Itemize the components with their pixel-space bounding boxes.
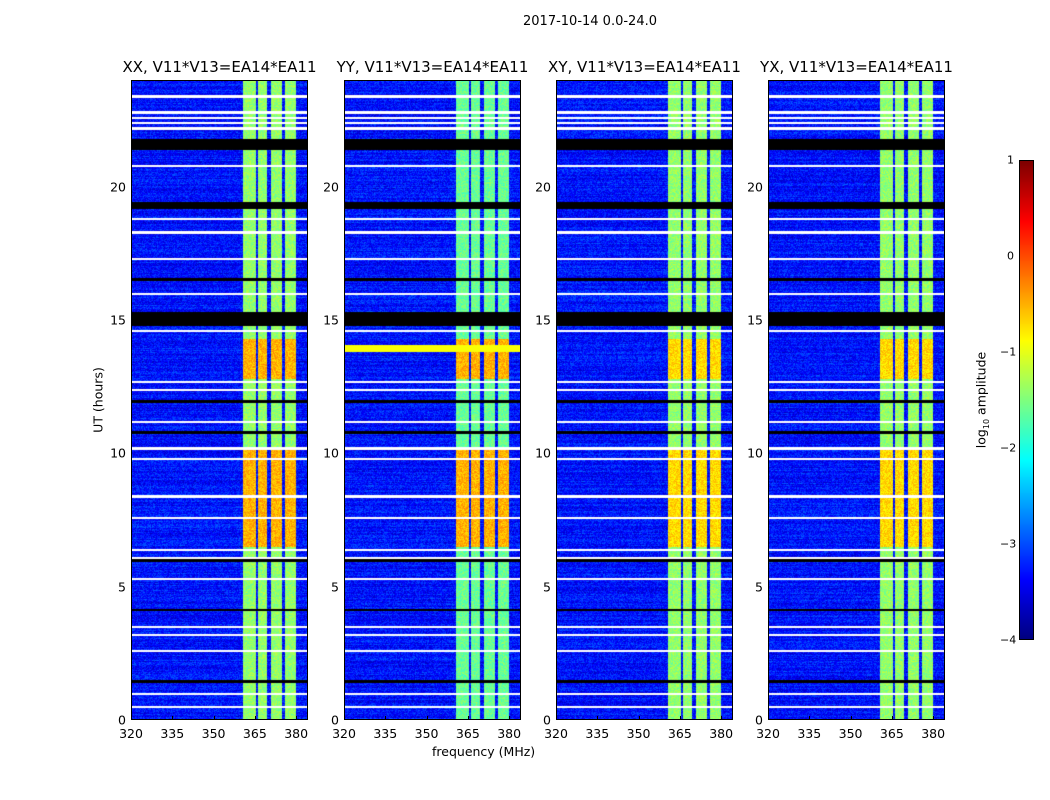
figure-title: 2017-10-14 0.0-24.0 <box>523 14 657 29</box>
colorbar-tick-label: 1 <box>1007 153 1014 167</box>
y-tick-label: 10 <box>747 445 763 461</box>
x-tick-label: 350 <box>201 726 226 741</box>
y-tick-label: 5 <box>118 579 126 595</box>
x-tick-label: 320 <box>332 726 356 741</box>
y-tick-label: 15 <box>110 312 126 328</box>
x-tick-mark <box>296 716 298 720</box>
x-tick-mark <box>556 716 557 720</box>
waterfall-panel-4: YX, V11*V13=EA14*EA11 320 335 350 365 380 0 5 10… <box>747 58 953 741</box>
heatmap-image <box>768 80 945 720</box>
panel-title: YX, V11*V13=EA14*EA11 <box>760 58 953 76</box>
y-tick-label: 0 <box>543 712 551 728</box>
x-tick-mark <box>891 716 893 720</box>
x-tick-mark <box>933 716 935 720</box>
y-tick-label: 15 <box>323 312 339 328</box>
x-tick-label: 380 <box>709 726 734 741</box>
colorbar-tick-label: 0 <box>1007 249 1014 263</box>
x-tick-mark <box>850 716 852 720</box>
axes-frame <box>131 80 308 720</box>
colorbar-label: log10 amplitude <box>973 351 991 449</box>
waterfall-panel-1: XX, V11*V13=EA14*EA11 320 335 350 365 380 0 5 10… <box>110 58 316 741</box>
y-tick-label: 10 <box>323 445 339 461</box>
colorbar-tick-label: −1 <box>1000 345 1017 359</box>
waterfall-panel-2: YY, V11*V13=EA14*EA11 320 335 350 365 380 0 5 10… <box>323 58 528 741</box>
x-tick-mark <box>768 716 769 720</box>
x-tick-label: 320 <box>544 726 568 741</box>
axes-frame <box>344 80 521 720</box>
axes-frame <box>556 80 733 720</box>
y-tick-label: 20 <box>323 179 339 195</box>
x-tick-label: 380 <box>497 726 522 741</box>
x-tick-label: 350 <box>414 726 439 741</box>
x-tick-label: 320 <box>756 726 780 741</box>
x-tick-mark <box>509 716 511 720</box>
x-tick-mark <box>721 716 723 720</box>
waterfall-panel-3: XY, V11*V13=EA14*EA11 320 335 350 365 380 0 5 10… <box>535 58 741 741</box>
heatmap-image <box>344 80 521 720</box>
x-tick-mark <box>467 716 469 720</box>
x-tick-label: 335 <box>797 726 822 741</box>
colorbar-tick-label: −2 <box>1000 441 1017 455</box>
panel-title: XY, V11*V13=EA14*EA11 <box>548 58 741 76</box>
y-tick-label: 20 <box>535 179 551 195</box>
y-tick-label: 15 <box>747 312 763 328</box>
heatmap-image <box>131 80 308 720</box>
colorbar-tick-label: −3 <box>1000 537 1017 551</box>
x-tick-label: 365 <box>242 726 267 741</box>
y-tick-label: 10 <box>535 445 551 461</box>
x-tick-label: 380 <box>284 726 309 741</box>
y-tick-label: 20 <box>747 179 763 195</box>
y-tick-label: 15 <box>535 312 551 328</box>
heatmap-image <box>556 80 733 720</box>
x-tick-label: 365 <box>455 726 480 741</box>
y-tick-label: 0 <box>118 712 126 728</box>
x-tick-label: 335 <box>373 726 398 741</box>
y-tick-label: 5 <box>543 579 551 595</box>
x-tick-mark <box>426 716 428 720</box>
x-tick-mark <box>638 716 640 720</box>
x-axis-label: frequency (MHz) <box>432 744 536 759</box>
y-tick-label: 5 <box>755 579 763 595</box>
x-tick-mark <box>597 716 599 720</box>
colorbar-tick-label: −4 <box>1000 633 1017 647</box>
x-tick-label: 350 <box>838 726 863 741</box>
x-tick-label: 335 <box>160 726 185 741</box>
y-tick-label: 0 <box>755 712 763 728</box>
x-tick-label: 350 <box>626 726 651 741</box>
colorbar <box>1019 160 1034 640</box>
x-tick-mark <box>809 716 811 720</box>
x-tick-label: 380 <box>921 726 946 741</box>
x-tick-mark <box>679 716 681 720</box>
y-tick-label: 20 <box>110 179 126 195</box>
x-tick-label: 365 <box>879 726 904 741</box>
panel-title: XX, V11*V13=EA14*EA11 <box>122 58 317 76</box>
x-tick-mark <box>385 716 387 720</box>
x-tick-label: 365 <box>667 726 692 741</box>
y-tick-label: 5 <box>331 579 339 595</box>
y-axis-label: UT (hours) <box>90 367 106 433</box>
x-tick-mark <box>213 716 215 720</box>
x-tick-label: 320 <box>119 726 143 741</box>
x-tick-mark <box>172 716 174 720</box>
x-tick-mark <box>344 716 345 720</box>
x-tick-mark <box>131 716 132 720</box>
panel-title: YY, V11*V13=EA14*EA11 <box>336 58 529 76</box>
y-tick-label: 10 <box>110 445 126 461</box>
y-tick-label: 0 <box>331 712 339 728</box>
x-tick-label: 335 <box>585 726 610 741</box>
axes-frame <box>768 80 945 720</box>
x-tick-mark <box>254 716 256 720</box>
